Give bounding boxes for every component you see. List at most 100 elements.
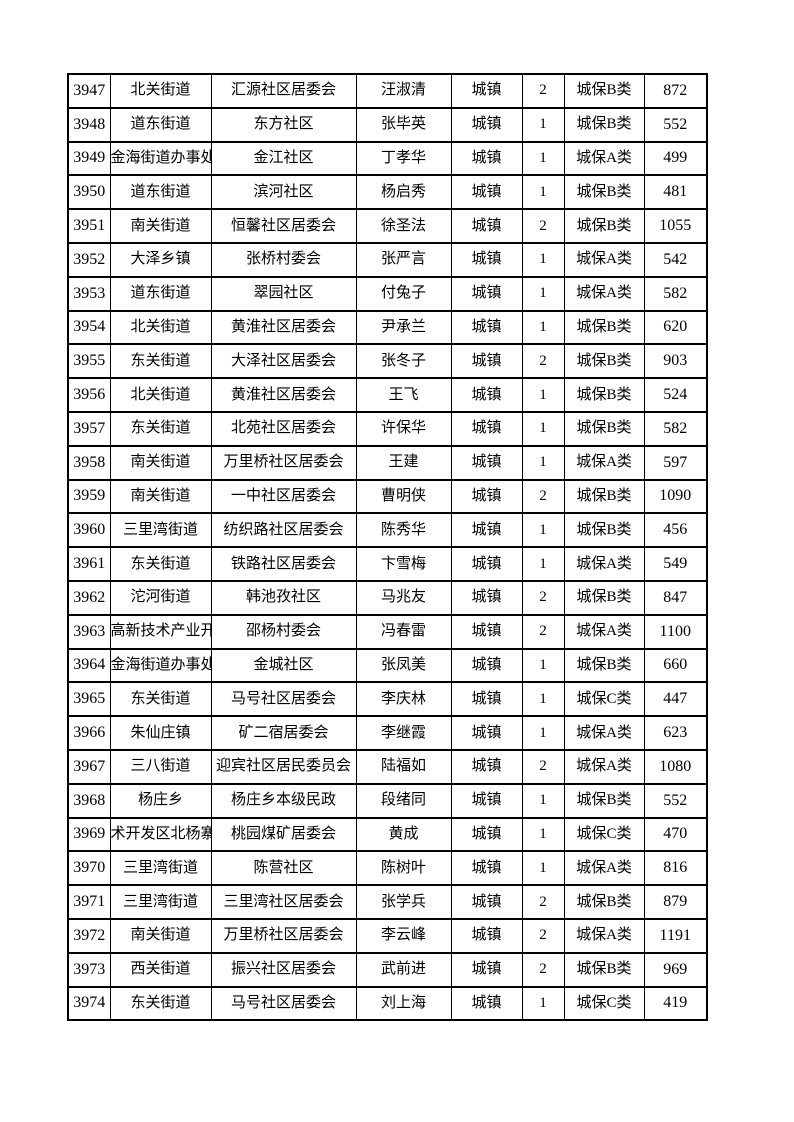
urban-type-cell: 城镇 (450, 951, 523, 988)
urban-type-cell: 城镇 (450, 208, 523, 244)
count-cell: 1 (521, 174, 565, 211)
street-cell: 北关街道 (109, 309, 212, 346)
community-cell: 黄淮社区居委会 (210, 377, 357, 413)
count-cell: 2 (521, 73, 565, 109)
table-row: 3967 三八街道 迎宾社区居民委员会 陆福如 城镇 2 城保A类 1080 (67, 748, 708, 785)
community-cell: 万里桥社区居委会 (210, 444, 357, 481)
count-cell: 1 (521, 681, 565, 718)
row-id-cell: 3974 (67, 985, 111, 1022)
amount-cell: 816 (643, 850, 708, 887)
community-cell: 振兴社区居委会 (210, 951, 357, 988)
insurance-category-cell: 城保A类 (563, 613, 645, 650)
amount-cell: 847 (643, 579, 708, 616)
street-cell: 术开发区北杨寨 (109, 816, 212, 853)
urban-type-cell: 城镇 (450, 478, 523, 515)
person-name-cell: 徐圣法 (355, 208, 452, 244)
row-id-cell: 3947 (67, 73, 111, 109)
table-row: 3971 三里湾街道 三里湾社区居委会 张学兵 城镇 2 城保B类 879 (67, 884, 708, 920)
urban-type-cell: 城镇 (450, 681, 523, 718)
amount-cell: 597 (643, 444, 708, 481)
row-id-cell: 3955 (67, 343, 111, 380)
row-id-cell: 3954 (67, 309, 111, 346)
person-name-cell: 马兆友 (355, 579, 452, 616)
urban-type-cell: 城镇 (450, 410, 523, 447)
community-cell: 三里湾社区居委会 (210, 884, 357, 920)
person-name-cell: 张学兵 (355, 884, 452, 920)
community-cell: 陈营社区 (210, 850, 357, 887)
count-cell: 2 (521, 208, 565, 244)
table-row: 3968 杨庄乡 杨庄乡本级民政 段绪同 城镇 1 城保B类 552 (67, 782, 708, 819)
amount-cell: 660 (643, 647, 708, 684)
street-cell: 北关街道 (109, 377, 212, 413)
street-cell: 三八街道 (109, 748, 212, 785)
insurance-category-cell: 城保B类 (563, 647, 645, 684)
person-name-cell: 曹明侠 (355, 478, 452, 515)
insurance-category-cell: 城保C类 (563, 681, 645, 718)
person-name-cell: 李庆林 (355, 681, 452, 718)
urban-type-cell: 城镇 (450, 715, 523, 751)
urban-type-cell: 城镇 (450, 985, 523, 1022)
row-id-cell: 3965 (67, 681, 111, 718)
urban-type-cell: 城镇 (450, 174, 523, 211)
community-cell: 邵杨村委会 (210, 613, 357, 650)
row-id-cell: 3961 (67, 546, 111, 582)
insurance-category-cell: 城保A类 (563, 241, 645, 278)
amount-cell: 552 (643, 106, 708, 143)
table-row: 3957 东关街道 北苑社区居委会 许保华 城镇 1 城保B类 582 (67, 410, 708, 447)
person-name-cell: 丁孝华 (355, 140, 452, 177)
urban-type-cell: 城镇 (450, 512, 523, 549)
table-body: 3947 北关街道 汇源社区居委会 汪淑清 城镇 2 城保B类 872 3948 道东街道 东方社区… (67, 73, 708, 1022)
person-name-cell: 张严言 (355, 241, 452, 278)
person-name-cell: 刘上海 (355, 985, 452, 1022)
street-cell: 三里湾街道 (109, 884, 212, 920)
insurance-category-cell: 城保C类 (563, 816, 645, 853)
insurance-category-cell: 城保B类 (563, 377, 645, 413)
table-row: 3972 南关街道 万里桥社区居委会 李云峰 城镇 2 城保A类 1191 (67, 917, 708, 954)
count-cell: 1 (521, 715, 565, 751)
community-cell: 矿二宿居委会 (210, 715, 357, 751)
street-cell: 南关街道 (109, 478, 212, 515)
insurance-category-cell: 城保A类 (563, 546, 645, 582)
count-cell: 1 (521, 377, 565, 413)
table-row: 3963 高新技术产业开 邵杨村委会 冯春雷 城镇 2 城保A类 1100 (67, 613, 708, 650)
street-cell: 北关街道 (109, 73, 212, 109)
community-cell: 大泽社区居委会 (210, 343, 357, 380)
amount-cell: 470 (643, 816, 708, 853)
amount-cell: 1191 (643, 917, 708, 954)
table-row: 3950 道东街道 滨河社区 杨启秀 城镇 1 城保B类 481 (67, 174, 708, 211)
table-row: 3958 南关街道 万里桥社区居委会 王建 城镇 1 城保A类 597 (67, 444, 708, 481)
row-id-cell: 3948 (67, 106, 111, 143)
table-row: 3966 朱仙庄镇 矿二宿居委会 李继霞 城镇 1 城保A类 623 (67, 715, 708, 751)
urban-type-cell: 城镇 (450, 613, 523, 650)
community-cell: 韩池孜社区 (210, 579, 357, 616)
insurance-category-cell: 城保A类 (563, 748, 645, 785)
row-id-cell: 3950 (67, 174, 111, 211)
welfare-records-table: 3947 北关街道 汇源社区居委会 汪淑清 城镇 2 城保B类 872 3948 道东街道 东方社区… (67, 73, 708, 1022)
urban-type-cell: 城镇 (450, 748, 523, 785)
table-row: 3973 西关街道 振兴社区居委会 武前进 城镇 2 城保B类 969 (67, 951, 708, 988)
street-cell: 东关街道 (109, 681, 212, 718)
table-row: 3951 南关街道 恒馨社区居委会 徐圣法 城镇 2 城保B类 1055 (67, 208, 708, 244)
person-name-cell: 冯春雷 (355, 613, 452, 650)
insurance-category-cell: 城保B类 (563, 174, 645, 211)
table-row: 3947 北关街道 汇源社区居委会 汪淑清 城镇 2 城保B类 872 (67, 73, 708, 109)
street-cell: 东关街道 (109, 985, 212, 1022)
table-row: 3954 北关街道 黄淮社区居委会 尹承兰 城镇 1 城保B类 620 (67, 309, 708, 346)
count-cell: 1 (521, 309, 565, 346)
community-cell: 马号社区居委会 (210, 985, 357, 1022)
person-name-cell: 付兔子 (355, 275, 452, 312)
urban-type-cell: 城镇 (450, 816, 523, 853)
amount-cell: 542 (643, 241, 708, 278)
count-cell: 1 (521, 106, 565, 143)
street-cell: 南关街道 (109, 444, 212, 481)
street-cell: 金海街道办事处 (109, 140, 212, 177)
community-cell: 恒馨社区居委会 (210, 208, 357, 244)
insurance-category-cell: 城保B类 (563, 309, 645, 346)
community-cell: 汇源社区居委会 (210, 73, 357, 109)
insurance-category-cell: 城保B类 (563, 106, 645, 143)
community-cell: 滨河社区 (210, 174, 357, 211)
table-row: 3961 东关街道 铁路社区居委会 卞雪梅 城镇 1 城保A类 549 (67, 546, 708, 582)
row-id-cell: 3971 (67, 884, 111, 920)
urban-type-cell: 城镇 (450, 444, 523, 481)
